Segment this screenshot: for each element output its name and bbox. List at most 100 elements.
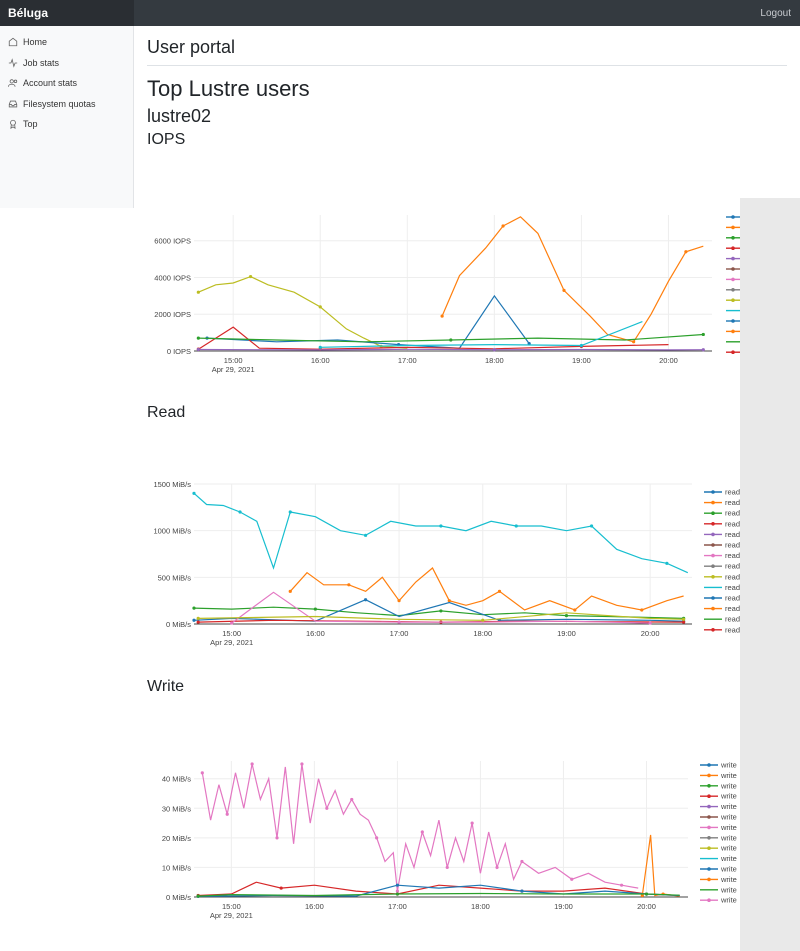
series-line bbox=[289, 567, 684, 611]
series-point bbox=[514, 524, 518, 528]
series-point bbox=[395, 892, 400, 896]
legend-label: write bbox=[720, 875, 737, 884]
series-point bbox=[250, 762, 254, 766]
legend-label: write bbox=[720, 844, 737, 853]
write-chart[interactable]: 0 MiB/s 10 MiB/s 20 MiB/s 30 MiB/s 40 MiB/s 1… bbox=[134, 755, 740, 930]
x-tick-label: 18:00 bbox=[485, 356, 504, 365]
series-point bbox=[318, 305, 322, 309]
legend-marker bbox=[711, 522, 715, 526]
y-tick-label: 0 MiB/s bbox=[166, 893, 191, 902]
series-line bbox=[198, 884, 680, 897]
series-point bbox=[619, 883, 624, 887]
series-line bbox=[441, 216, 704, 343]
legend-marker bbox=[707, 784, 711, 788]
legend-marker bbox=[731, 236, 735, 240]
iops-chart[interactable]: 0 IOPS 2000 IOPS 4000 IOPS 6000 IOPS 15:00 16… bbox=[134, 205, 740, 385]
series-point bbox=[640, 608, 644, 612]
series-point bbox=[363, 598, 368, 602]
series-line bbox=[320, 321, 643, 348]
series-point bbox=[665, 561, 669, 565]
series-line bbox=[198, 881, 680, 897]
series-point bbox=[300, 762, 304, 766]
series-point bbox=[397, 620, 401, 624]
series-point bbox=[275, 836, 279, 840]
legend-marker bbox=[711, 606, 715, 611]
series-point bbox=[701, 332, 705, 337]
series-point bbox=[495, 865, 499, 870]
legend-marker bbox=[707, 773, 711, 778]
chart-legend bbox=[726, 215, 740, 354]
legend-marker bbox=[711, 596, 715, 600]
read-chart[interactable]: 0 MiB/s 500 MiB/s 1000 MiB/s 1500 MiB/s 15:0… bbox=[134, 478, 740, 653]
legend-label: read bbox=[725, 519, 740, 528]
sidebar: Home Job stats Account stats Filesystem … bbox=[0, 26, 134, 208]
series-point bbox=[288, 510, 292, 514]
series-point bbox=[230, 621, 234, 625]
home-icon bbox=[8, 37, 18, 47]
sidebar-item-job-stats[interactable]: Job stats bbox=[0, 53, 133, 74]
x-tick-label: 15:00 bbox=[224, 356, 243, 365]
legend-marker bbox=[731, 277, 735, 282]
legend-marker bbox=[707, 898, 711, 902]
legend-label: write bbox=[720, 885, 737, 894]
series-point bbox=[570, 877, 574, 881]
x-tick-label: 16:00 bbox=[305, 902, 324, 911]
legend-marker bbox=[731, 215, 735, 219]
series-point bbox=[196, 336, 200, 340]
series-point bbox=[644, 892, 649, 896]
legend-marker bbox=[731, 350, 735, 354]
x-tick-label: 17:00 bbox=[388, 902, 407, 911]
sidebar-item-account-stats[interactable]: Account stats bbox=[0, 73, 133, 94]
series-line bbox=[198, 892, 680, 897]
series-point bbox=[684, 250, 688, 254]
legend-label: write bbox=[720, 896, 737, 905]
logout-link[interactable]: Logout bbox=[760, 8, 791, 19]
legend-label: write bbox=[720, 854, 737, 863]
x-tick-label: 18:00 bbox=[471, 902, 490, 911]
series-point bbox=[520, 859, 524, 864]
legend-label: write bbox=[720, 823, 737, 832]
page-heading: Top Lustre users bbox=[147, 76, 310, 101]
series-point bbox=[395, 883, 400, 887]
x-tick-label: 19:00 bbox=[572, 356, 591, 365]
sidebar-item-filesystem-quotas[interactable]: Filesystem quotas bbox=[0, 94, 133, 115]
legend-label: write bbox=[720, 792, 737, 801]
sidebar-item-label: Job stats bbox=[23, 57, 60, 68]
legend-label: read bbox=[725, 551, 740, 560]
legend-label: write bbox=[720, 761, 737, 770]
x-tick-label: 19:00 bbox=[557, 629, 576, 638]
sidebar-item-home[interactable]: Home bbox=[0, 32, 133, 53]
y-tick-label: 500 MiB/s bbox=[158, 573, 192, 582]
legend-label: write bbox=[720, 781, 737, 790]
legend-label: write bbox=[720, 813, 737, 822]
series-line bbox=[198, 275, 408, 349]
legend-marker bbox=[711, 575, 715, 579]
series-point bbox=[350, 797, 354, 802]
x-tick-label: 20:00 bbox=[637, 902, 656, 911]
series-point bbox=[395, 889, 400, 893]
series-point bbox=[397, 599, 401, 603]
sidebar-item-label: Top bbox=[23, 119, 38, 130]
legend-marker bbox=[731, 267, 735, 271]
y-tick-label: 4000 IOPS bbox=[154, 273, 191, 282]
legend-label: read bbox=[725, 541, 740, 550]
main-content: User portal Top Lustre users lustre02 IO… bbox=[147, 26, 787, 152]
series-point bbox=[573, 608, 577, 612]
legend-marker bbox=[707, 763, 711, 767]
series-point bbox=[196, 620, 200, 624]
series-point bbox=[501, 224, 505, 228]
legend-label: read bbox=[725, 488, 740, 497]
series-point bbox=[347, 583, 351, 587]
series-point bbox=[449, 338, 453, 342]
sidebar-item-top[interactable]: Top bbox=[0, 114, 133, 135]
top-navbar: Béluga Logout bbox=[0, 0, 800, 26]
brand-logo[interactable]: Béluga bbox=[0, 0, 134, 26]
legend-marker bbox=[731, 256, 735, 261]
x-tick-label: 15:00 bbox=[222, 902, 241, 911]
legend-marker bbox=[707, 867, 711, 871]
x-date-label: Apr 29, 2021 bbox=[212, 365, 255, 374]
inbox-icon bbox=[8, 100, 18, 108]
legend-marker bbox=[711, 564, 715, 568]
y-tick-label: 0 IOPS bbox=[167, 347, 191, 356]
series-point bbox=[196, 616, 200, 620]
